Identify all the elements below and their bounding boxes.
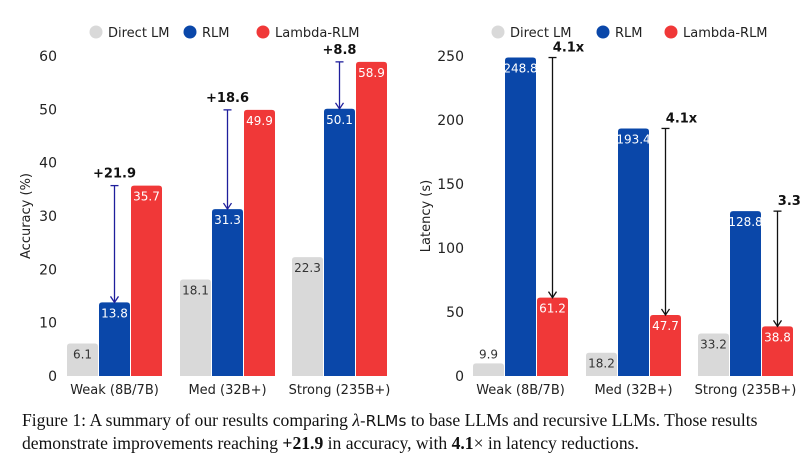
y-tick-label: 40 xyxy=(39,156,57,172)
bar-value-label: 18.1 xyxy=(182,283,209,297)
legend-label: Direct LM xyxy=(510,26,572,41)
legend-marker xyxy=(596,25,610,39)
bar-value-label: 22.3 xyxy=(294,261,321,275)
caption-label: Figure 1: xyxy=(22,410,87,430)
bar-value-label: 38.8 xyxy=(764,330,791,344)
improvement-annotation: +8.8 xyxy=(323,43,357,58)
speedup-annotation: 3.3x xyxy=(778,194,800,209)
bar xyxy=(618,128,649,376)
x-tick-label: Med (32B+) xyxy=(594,383,672,398)
bar xyxy=(505,57,536,376)
bar xyxy=(650,314,681,376)
difference-arrow-head xyxy=(109,296,120,304)
y-tick-label: 10 xyxy=(39,316,57,332)
legend-marker xyxy=(491,25,505,39)
bar xyxy=(356,61,387,376)
bar-value-label: 49.9 xyxy=(246,114,273,128)
legend-marker xyxy=(89,25,103,39)
y-tick-label: 150 xyxy=(437,177,464,193)
figure: 0 10 20 30 40 50 60 Accuracy (%) Direct LM RLM Lam… xyxy=(19,25,800,398)
bar xyxy=(537,297,568,376)
caption-text-2: to base LLMs and recursive LLMs. Those r… xyxy=(22,410,758,453)
bar xyxy=(730,211,761,376)
latency-chart: 0 50 100 150 200 250 Latency (s) Direct LM RLM La… xyxy=(419,25,800,398)
bar xyxy=(324,108,355,377)
bar-value-label: 33.2 xyxy=(700,338,727,352)
accuracy-chart: 0 10 20 30 40 50 60 Accuracy (%) Direct LM RLM Lam… xyxy=(19,25,391,398)
bar-value-label: 18.2 xyxy=(588,357,615,371)
speedup-annotation: 4.1x xyxy=(666,111,698,126)
legend-marker xyxy=(664,25,678,39)
y-tick-label: 100 xyxy=(437,241,464,257)
bar xyxy=(762,326,793,376)
bar-value-label: 61.2 xyxy=(539,302,566,316)
y-axis-label: Accuracy (%) xyxy=(19,173,34,259)
speedup-annotation: 4.1x xyxy=(553,41,585,56)
bar xyxy=(99,302,130,376)
improvement-annotation: +18.6 xyxy=(206,91,249,106)
bar-value-label: 9.9 xyxy=(479,347,498,361)
bar xyxy=(131,185,162,376)
bar xyxy=(67,343,98,376)
y-tick-label: 50 xyxy=(39,102,57,118)
y-tick-label: 250 xyxy=(437,49,464,65)
bar xyxy=(180,279,211,376)
bar-value-label: 47.7 xyxy=(652,319,679,333)
figure-caption: Figure 1: A summary of our results compa… xyxy=(22,409,782,454)
y-tick-label: 30 xyxy=(39,209,57,225)
caption-accuracy-value: +21.9 xyxy=(282,433,324,453)
caption-text-1: A summary of our results comparing xyxy=(89,410,348,430)
bar-value-label: 58.9 xyxy=(358,66,385,80)
difference-arrow-head xyxy=(334,102,345,110)
improvement-annotation: +21.9 xyxy=(93,167,136,182)
y-axis-label: Latency (s) xyxy=(419,180,434,252)
bar-value-label: 6.1 xyxy=(73,347,92,361)
y-tick-label: 50 xyxy=(446,305,464,321)
x-tick-label: Weak (8B/7B) xyxy=(70,383,159,398)
legend-label: Direct LM xyxy=(108,26,170,41)
bar xyxy=(586,352,617,376)
speedup-arrow-head xyxy=(772,319,783,328)
legend-label: RLM xyxy=(615,26,643,41)
bar-value-label: 128.8 xyxy=(728,215,762,229)
bar-value-label: 193.4 xyxy=(616,132,650,146)
caption-rlms: -RLMs xyxy=(360,412,407,430)
speedup-arrow-head xyxy=(547,291,558,299)
caption-text-4: in latency reductions. xyxy=(487,433,639,453)
bar xyxy=(212,209,243,376)
y-tick-label: 0 xyxy=(455,369,464,385)
legend-marker xyxy=(256,25,270,39)
bar-value-label: 248.8 xyxy=(503,62,537,76)
caption-latency-value: 4.1 xyxy=(451,433,474,453)
x-tick-label: Strong (235B+) xyxy=(289,383,391,398)
bar-value-label: 13.8 xyxy=(101,306,128,320)
legend-marker xyxy=(183,25,197,39)
bar-value-label: 50.1 xyxy=(326,113,353,127)
speedup-arrow-head xyxy=(660,308,671,317)
y-tick-label: 20 xyxy=(39,262,57,278)
bar xyxy=(473,363,504,376)
bar-value-label: 35.7 xyxy=(133,190,160,204)
legend-label: Lambda-RLM xyxy=(683,26,768,41)
bar-value-label: 31.3 xyxy=(214,213,241,227)
y-tick-label: 200 xyxy=(437,113,464,129)
bar xyxy=(698,333,729,376)
x-tick-label: Weak (8B/7B) xyxy=(476,383,565,398)
x-tick-label: Med (32B+) xyxy=(188,383,266,398)
bar xyxy=(292,257,323,376)
legend-label: RLM xyxy=(202,26,230,41)
y-tick-label: 60 xyxy=(39,49,57,65)
caption-times: × xyxy=(473,433,484,453)
x-tick-label: Strong (235B+) xyxy=(695,383,797,398)
caption-text-3: in accuracy, with xyxy=(327,433,448,453)
bar xyxy=(244,109,275,376)
y-tick-label: 0 xyxy=(48,369,57,385)
caption-lambda: λ xyxy=(352,410,360,430)
difference-arrow-head xyxy=(222,202,233,211)
legend-label: Lambda-RLM xyxy=(275,26,360,41)
